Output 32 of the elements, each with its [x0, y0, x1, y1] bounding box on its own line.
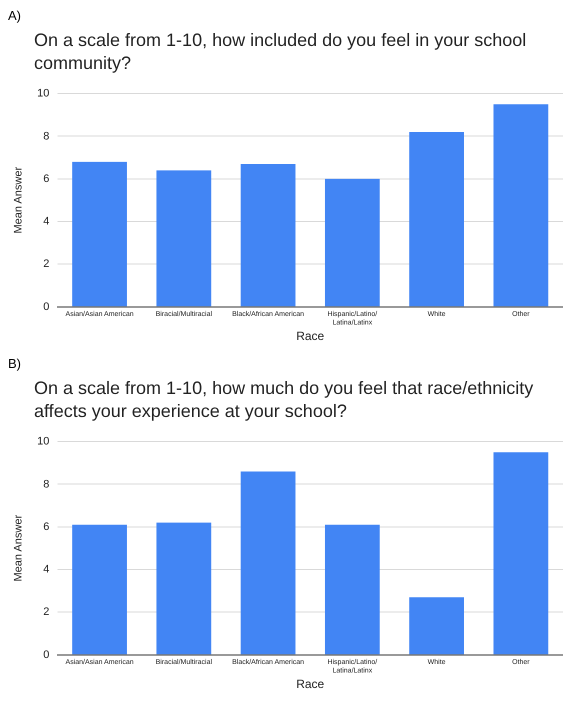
bar [493, 452, 548, 654]
text: A) [8, 8, 22, 23]
bar [156, 522, 212, 654]
bar [72, 162, 127, 306]
bar [156, 170, 212, 306]
bar [240, 471, 296, 654]
bar [409, 132, 464, 306]
y-axis-title: Mean Answer [12, 514, 25, 582]
bar [324, 178, 380, 306]
y-tick-label: 4 [43, 216, 50, 228]
y-tick-label: 2 [43, 606, 50, 618]
y-tick-label: 10 [37, 88, 50, 100]
bar [493, 104, 548, 306]
y-tick-label: 10 [37, 436, 50, 448]
bar [72, 524, 127, 654]
x-axis-title: Race [296, 677, 325, 692]
y-tick-label: 2 [43, 258, 50, 270]
y-tick-label: 8 [43, 478, 50, 490]
y-tick-label: 4 [43, 564, 50, 576]
y-tick-label: 8 [43, 130, 50, 142]
text: B) [8, 356, 22, 371]
chart-title: On a scale from 1-10, how much do you feel that race/ethnicity affects your experience at your school? [34, 377, 534, 423]
bar [324, 524, 380, 654]
bar [240, 164, 296, 306]
y-axis-title: Mean Answer [12, 166, 25, 234]
y-tick-label: 0 [43, 300, 50, 313]
bar [409, 597, 464, 654]
y-tick-label: 6 [43, 172, 50, 185]
y-tick-label: 6 [43, 520, 50, 533]
x-axis-title: Race [296, 329, 325, 344]
y-tick-label: 0 [43, 648, 50, 661]
chart-title: On a scale from 1-10, how included do you feel in your school community? [34, 29, 528, 75]
